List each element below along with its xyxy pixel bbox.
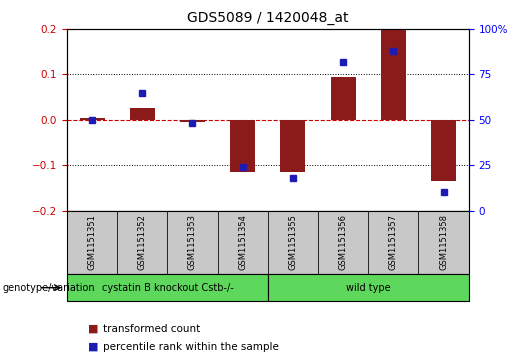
Bar: [331, 77, 356, 120]
Title: GDS5089 / 1420048_at: GDS5089 / 1420048_at: [187, 11, 349, 25]
Bar: [381, 29, 406, 120]
Text: GSM1151357: GSM1151357: [389, 215, 398, 270]
Bar: [79, 118, 105, 120]
Text: wild type: wild type: [346, 283, 390, 293]
Text: GSM1151352: GSM1151352: [138, 215, 147, 270]
Text: GSM1151351: GSM1151351: [88, 215, 96, 270]
Text: GSM1151355: GSM1151355: [288, 215, 297, 270]
Text: ■: ■: [88, 342, 98, 352]
Bar: [130, 109, 155, 120]
Bar: [230, 120, 255, 172]
Text: GSM1151354: GSM1151354: [238, 215, 247, 270]
Bar: [431, 120, 456, 181]
Text: ■: ■: [88, 323, 98, 334]
Text: transformed count: transformed count: [103, 323, 200, 334]
Bar: [280, 120, 305, 172]
Text: percentile rank within the sample: percentile rank within the sample: [103, 342, 279, 352]
Text: GSM1151358: GSM1151358: [439, 215, 448, 270]
Text: cystatin B knockout Cstb-/-: cystatin B knockout Cstb-/-: [101, 283, 233, 293]
Bar: [180, 120, 205, 122]
Text: genotype/variation: genotype/variation: [3, 283, 95, 293]
Text: GSM1151353: GSM1151353: [188, 215, 197, 270]
Text: GSM1151356: GSM1151356: [339, 215, 348, 270]
